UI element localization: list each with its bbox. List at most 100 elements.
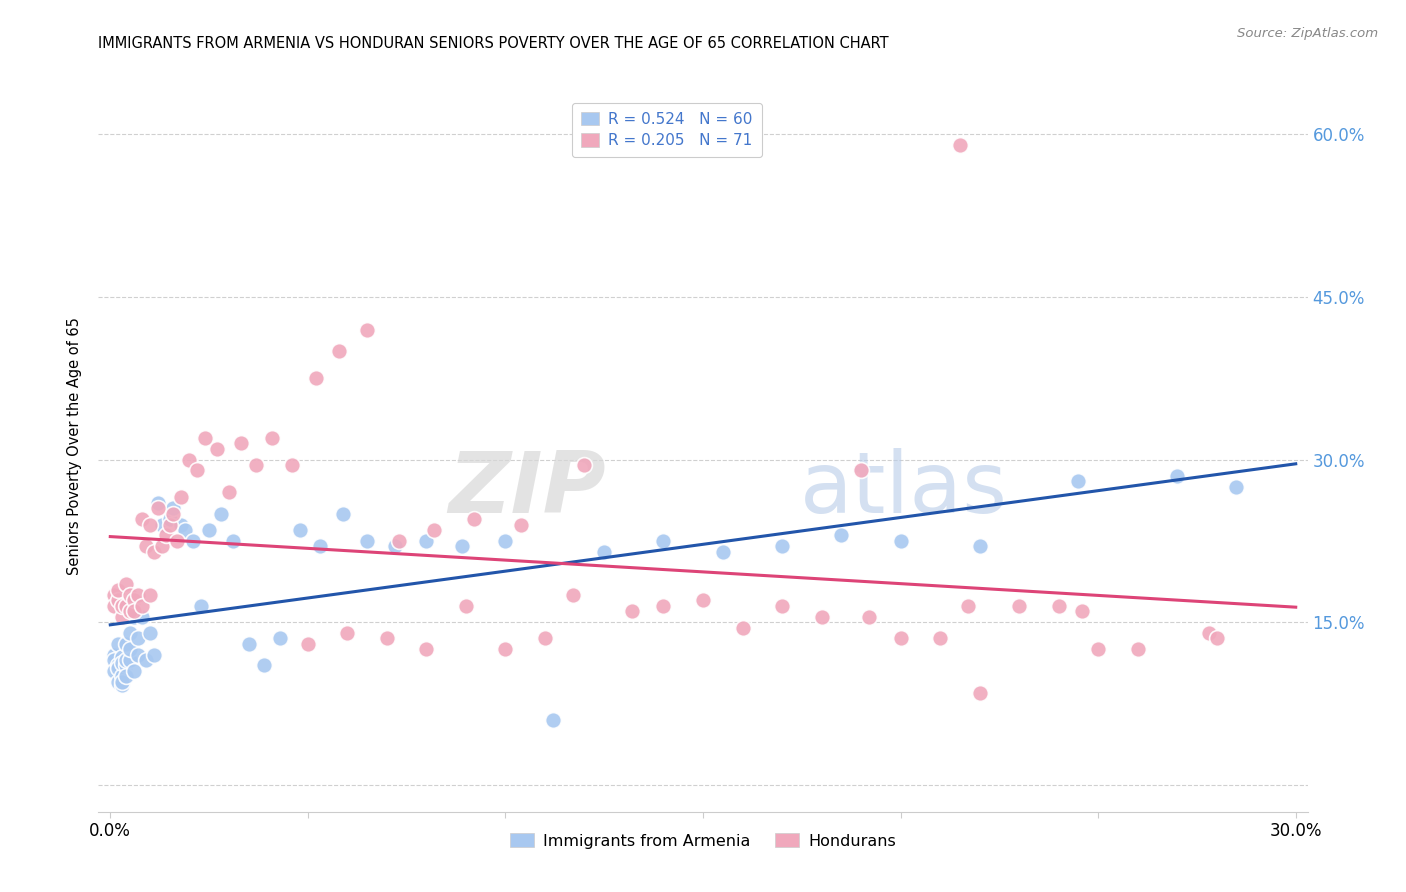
Y-axis label: Seniors Poverty Over the Age of 65: Seniors Poverty Over the Age of 65 xyxy=(67,317,83,575)
Point xyxy=(620,604,643,618)
Point xyxy=(170,491,193,505)
Point xyxy=(111,649,134,664)
Point xyxy=(356,322,378,336)
Point xyxy=(131,599,153,613)
Point xyxy=(142,648,165,662)
Point xyxy=(190,599,212,613)
Point xyxy=(1225,480,1247,494)
Point xyxy=(159,512,181,526)
Point xyxy=(122,593,145,607)
Point xyxy=(118,588,141,602)
Point xyxy=(593,544,616,558)
Point xyxy=(111,674,134,689)
Point xyxy=(652,599,675,613)
Point xyxy=(1067,474,1090,488)
Point xyxy=(1047,599,1070,613)
Point xyxy=(561,588,583,602)
Point xyxy=(830,528,852,542)
Point xyxy=(969,539,991,553)
Point xyxy=(107,660,129,674)
Point xyxy=(194,431,217,445)
Point xyxy=(103,588,125,602)
Point xyxy=(205,442,228,456)
Point xyxy=(115,669,138,683)
Point xyxy=(115,658,138,673)
Point xyxy=(245,458,267,472)
Point xyxy=(253,658,276,673)
Point xyxy=(127,588,149,602)
Point xyxy=(142,544,165,558)
Point xyxy=(218,485,240,500)
Text: IMMIGRANTS FROM ARMENIA VS HONDURAN SENIORS POVERTY OVER THE AGE OF 65 CORRELATI: IMMIGRANTS FROM ARMENIA VS HONDURAN SENI… xyxy=(98,36,889,51)
Point xyxy=(115,653,138,667)
Point xyxy=(281,458,304,472)
Point xyxy=(356,533,378,548)
Point xyxy=(111,669,134,683)
Point xyxy=(336,626,359,640)
Point xyxy=(770,599,793,613)
Point xyxy=(305,371,328,385)
Point xyxy=(118,626,141,640)
Point xyxy=(1126,642,1149,657)
Text: atlas: atlas xyxy=(800,449,1008,532)
Point xyxy=(858,609,880,624)
Point xyxy=(288,523,311,537)
Point xyxy=(534,632,557,646)
Point xyxy=(150,539,173,553)
Point xyxy=(118,642,141,657)
Point xyxy=(229,436,252,450)
Point xyxy=(890,533,912,548)
Point xyxy=(494,533,516,548)
Point xyxy=(146,496,169,510)
Point xyxy=(181,533,204,548)
Point xyxy=(135,653,157,667)
Point xyxy=(198,523,221,537)
Point xyxy=(131,512,153,526)
Point xyxy=(103,648,125,662)
Point xyxy=(388,533,411,548)
Point xyxy=(135,539,157,553)
Point xyxy=(131,609,153,624)
Point xyxy=(186,463,208,477)
Point xyxy=(652,533,675,548)
Point xyxy=(115,599,138,613)
Legend: Immigrants from Armenia, Hondurans: Immigrants from Armenia, Hondurans xyxy=(503,827,903,855)
Point xyxy=(122,664,145,678)
Point xyxy=(122,604,145,618)
Point xyxy=(969,685,991,699)
Point xyxy=(174,523,197,537)
Point xyxy=(770,539,793,553)
Point xyxy=(810,609,832,624)
Point xyxy=(731,620,754,634)
Point xyxy=(238,637,260,651)
Point xyxy=(574,458,596,472)
Point xyxy=(111,599,134,613)
Point xyxy=(929,632,952,646)
Point xyxy=(127,648,149,662)
Point xyxy=(510,517,533,532)
Point xyxy=(692,593,714,607)
Point xyxy=(115,577,138,591)
Point xyxy=(1071,604,1094,618)
Point xyxy=(111,657,134,671)
Point xyxy=(415,642,437,657)
Point xyxy=(139,588,162,602)
Point xyxy=(209,507,232,521)
Point xyxy=(890,632,912,646)
Point xyxy=(451,539,474,553)
Point xyxy=(711,544,734,558)
Point xyxy=(150,517,173,532)
Point xyxy=(1205,632,1227,646)
Point xyxy=(159,517,181,532)
Text: Source: ZipAtlas.com: Source: ZipAtlas.com xyxy=(1237,27,1378,40)
Point xyxy=(122,609,145,624)
Point xyxy=(269,632,291,646)
Point xyxy=(111,678,134,692)
Point xyxy=(1166,468,1188,483)
Point xyxy=(107,637,129,651)
Point xyxy=(1087,642,1109,657)
Point xyxy=(118,653,141,667)
Point xyxy=(423,523,446,537)
Point xyxy=(103,664,125,678)
Point xyxy=(107,658,129,673)
